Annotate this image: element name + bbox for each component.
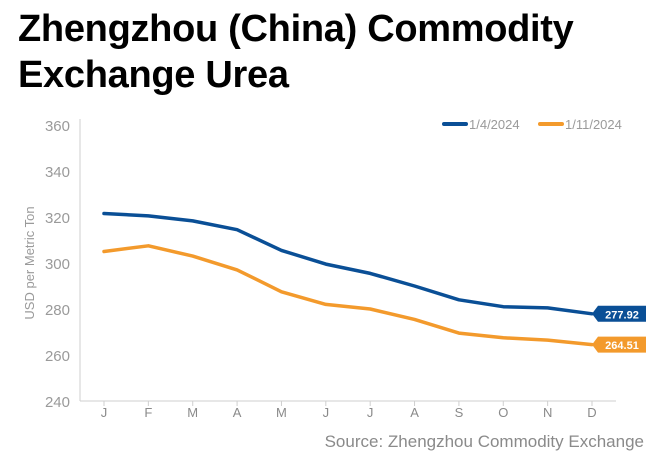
- end-label-box: [592, 336, 646, 353]
- end-value-label: 277.92: [605, 309, 639, 321]
- y-tick-label: 320: [45, 210, 70, 227]
- x-tick-label: M: [276, 405, 287, 420]
- legend-label: 1/11/2024: [565, 117, 622, 132]
- y-tick-label: 280: [45, 302, 70, 319]
- line-chart: 240 260 280 300 320 340 360 USD per Metric Ton J…: [22, 117, 646, 420]
- x-tick-label: A: [410, 405, 419, 420]
- y-tick-label: 260: [45, 348, 70, 365]
- series-line-1-11-2024: [102, 244, 594, 347]
- end-label-box: [592, 305, 646, 322]
- y-tick-label: 300: [45, 256, 70, 273]
- x-tick-label: D: [587, 405, 596, 420]
- y-axis-label: USD per Metric Ton: [22, 206, 37, 319]
- source-note: Source: Zhengzhou Commodity Exchange: [324, 432, 644, 451]
- x-tick-label: J: [367, 405, 374, 420]
- y-tick-label: 340: [45, 164, 70, 181]
- x-tick-label: M: [187, 405, 198, 420]
- x-tick-label: O: [498, 405, 508, 420]
- series-line-1-4-2024: [102, 211, 594, 316]
- chart-title: Zhengzhou (China) Commodity Exchange Ure…: [18, 8, 574, 96]
- x-tick-label: F: [144, 405, 152, 420]
- y-tick-label: 360: [45, 118, 70, 135]
- x-tick-label: N: [543, 405, 552, 420]
- x-tick-label: J: [101, 405, 108, 420]
- x-tick-label: A: [233, 405, 242, 420]
- end-value-label: 264.51: [605, 340, 639, 352]
- legend-label: 1/4/2024: [469, 117, 520, 132]
- x-tick-label: J: [323, 405, 330, 420]
- x-tick-label: S: [455, 405, 464, 420]
- y-tick-label: 240: [45, 394, 70, 411]
